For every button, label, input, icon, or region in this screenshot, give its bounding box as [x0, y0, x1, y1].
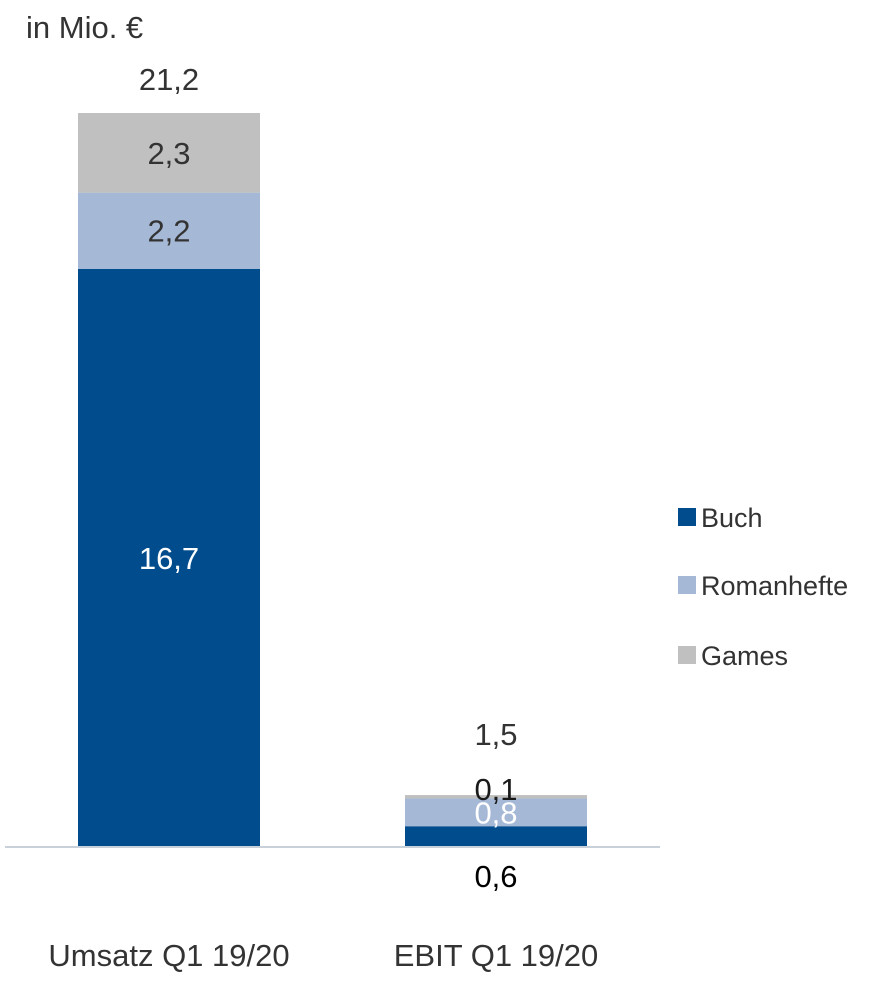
legend-item-games: Games	[678, 641, 788, 671]
legend-label-games: Games	[701, 641, 788, 671]
x-tick-label-1: EBIT Q1 19/20	[394, 938, 599, 973]
data-label-romanhefte-1: 0,8	[474, 795, 517, 830]
bar-segment-games-1	[405, 795, 587, 799]
data-label-buch-1: 0,6	[474, 859, 517, 894]
bars-layer	[78, 113, 587, 847]
bar-segment-games-0	[78, 113, 260, 193]
total-label-1: 1,5	[474, 717, 517, 752]
bar-segment-romanhefte-1	[405, 798, 587, 827]
bar-segment-romanhefte-0	[78, 192, 260, 269]
unit-label: in Mio. €	[26, 10, 143, 45]
legend-item-buch: Buch	[678, 503, 763, 533]
bar-segment-buch-1	[405, 826, 587, 847]
data-label-buch-0: 16,7	[139, 541, 199, 576]
total-label-0: 21,2	[139, 62, 199, 97]
labels-layer: 16,7 2,2 2,3 21,2 0,6 0,80,1 1,5	[139, 62, 518, 894]
legend-label-buch: Buch	[701, 503, 763, 533]
legend-swatch-games	[678, 646, 696, 664]
legend: Buch Romanhefte Games	[678, 503, 848, 671]
legend-label-romanhefte: Romanhefte	[701, 571, 848, 601]
bar-segment-buch-0	[78, 268, 260, 847]
x-tick-labels: Umsatz Q1 19/20 EBIT Q1 19/20	[48, 938, 598, 973]
x-tick-label-0: Umsatz Q1 19/20	[48, 938, 289, 973]
data-label-romanhefte-0: 2,2	[147, 214, 190, 249]
data-label-games-0: 2,3	[147, 136, 190, 171]
legend-swatch-buch	[678, 508, 696, 526]
legend-swatch-romanhefte	[678, 576, 696, 594]
data-label-games-1: 0,1	[474, 772, 517, 807]
legend-item-romanhefte: Romanhefte	[678, 571, 848, 601]
